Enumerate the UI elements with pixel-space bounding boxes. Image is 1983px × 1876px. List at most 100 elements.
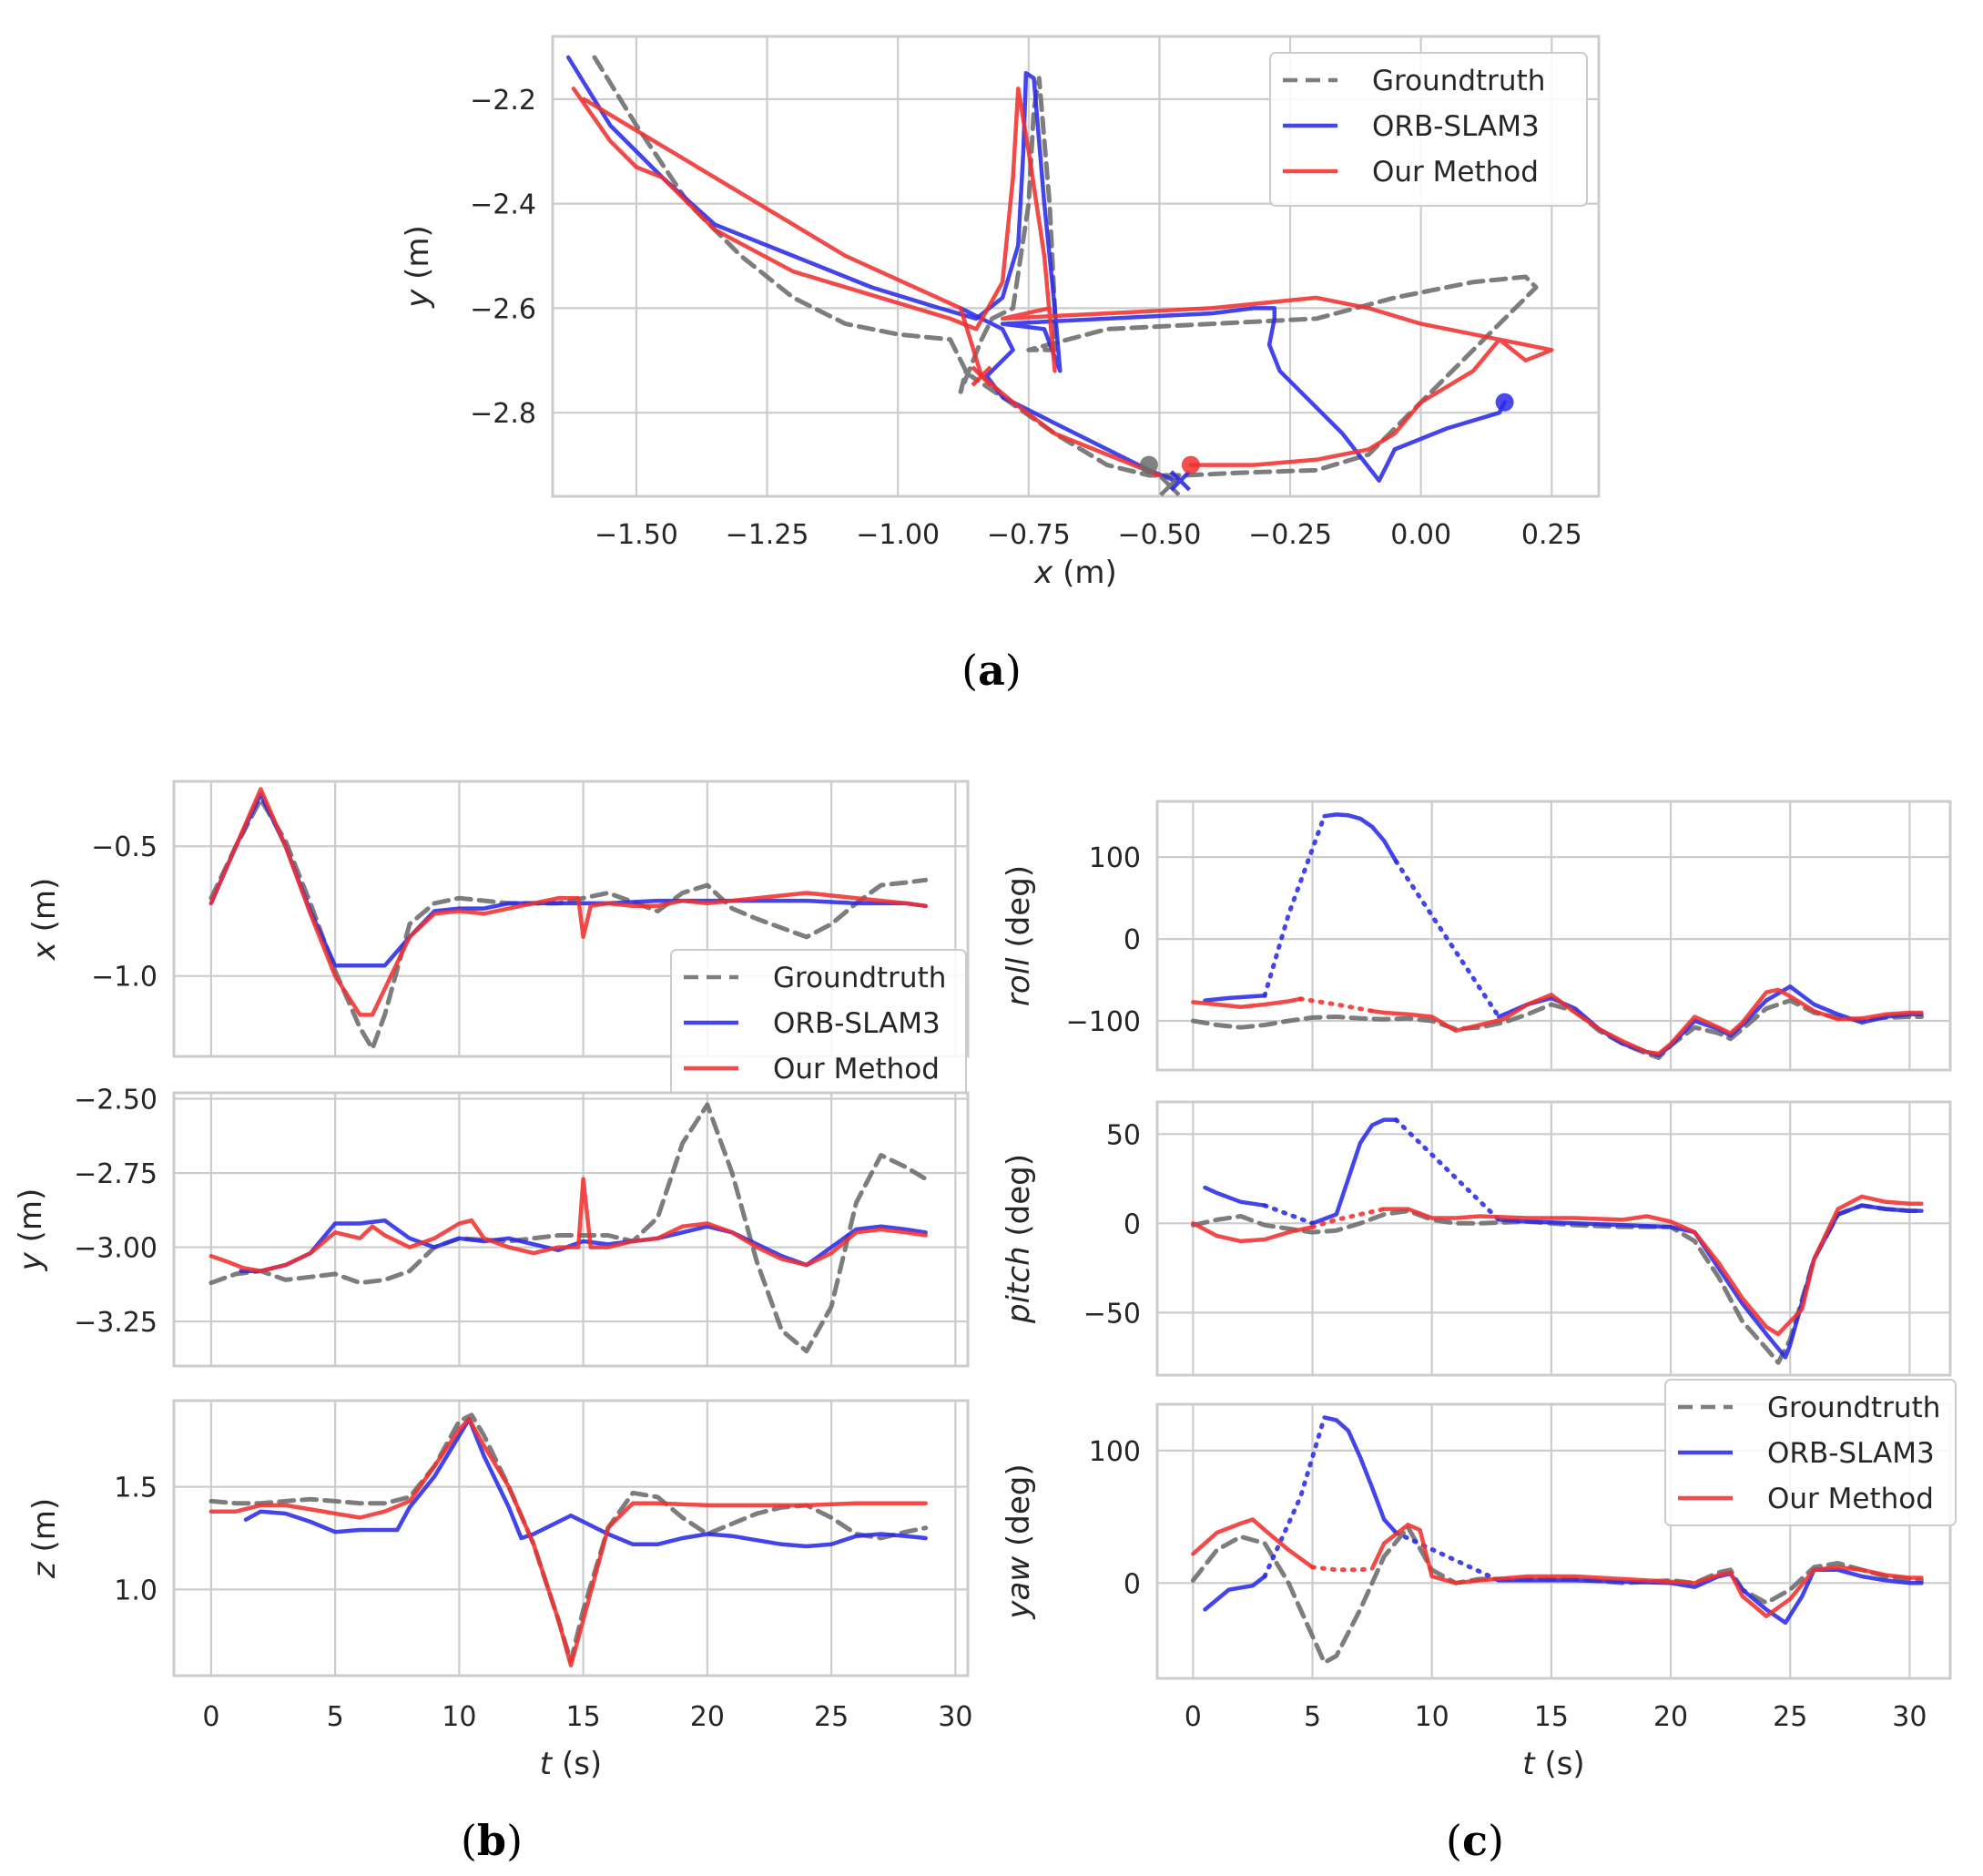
y-tick-label: 50 [1106,1119,1141,1151]
y-tick-label: −2.75 [74,1158,158,1190]
end-marker-groundtruth [1159,474,1181,497]
panel-letter-c: c [1462,1816,1488,1865]
x-tick-label: 30 [938,1701,972,1733]
series-line-our-method [208,1417,928,1667]
x-tick-label: 0 [202,1701,219,1733]
series-group [208,1412,929,1667]
legend-label-our-method: Our Method [773,1053,940,1086]
series-line-orb-slam3 [1262,1415,1327,1579]
panel-letter-a: a [978,646,1005,695]
x-tick-label: −1.25 [726,519,809,551]
axes-frame [1155,800,1952,1072]
x-tick-label: 5 [1304,1701,1321,1733]
legend-label-our-method: Our Method [1767,1483,1934,1515]
series-line-orb-slam3-return [958,306,1177,484]
legend-label-groundtruth: Groundtruth [1372,65,1545,97]
y-tick-label: 1.5 [114,1473,158,1504]
panel-letter-b: b [477,1816,506,1865]
series-line-our-method [1310,1565,1375,1573]
x-tick-label: −1.00 [856,519,940,551]
legend-label-orb-slam3: ORB-SLAM3 [1372,110,1540,143]
x-tick-label: 5 [327,1701,344,1733]
legend-label-orb-slam3: ORB-SLAM3 [773,1007,941,1040]
series-line-our-method [1191,1517,1315,1570]
series-line-our-method [1381,1194,1924,1337]
start-marker-groundtruth [1139,455,1158,474]
x-axis-label: t (s) [540,1746,602,1782]
series-line-orb-slam3 [1203,1185,1267,1208]
series-line-orb-slam3 [1322,812,1398,863]
chart-b-z: 0 5 10 15 20 25 30 1.5 1.0 [114,1399,972,1733]
series-line-groundtruth [592,55,1539,478]
x-tick-label: 25 [1773,1701,1807,1733]
y-tick-label: 0 [1124,1208,1141,1240]
series-line-orb-slam3 [1203,993,1267,1003]
y-axis-label: pitch (deg) [1001,1154,1037,1324]
series-group [1190,812,1924,1060]
legend-box [1664,1379,1957,1526]
x-tick-label: 0.00 [1390,519,1451,551]
chart-b-x: −0.5 −1.0 Groundtruth ORB-SLAM3 Our Method [91,780,970,1096]
legend: Groundtruth ORB-SLAM3 Our Method [1664,1379,1957,1526]
chart-c-pitch: 50 0 −50 [1083,1100,1952,1377]
series-line-groundtruth [208,1102,929,1354]
series-line-orb-slam3 [1496,1203,1924,1360]
y-tick-label: −1.0 [91,962,158,994]
y-tick-label: 0 [1124,924,1141,956]
x-tick-label: 25 [814,1701,849,1733]
series-line-orb-slam3 [1262,1203,1315,1226]
series-line-our-method [1310,1207,1387,1229]
series-line-orb-slam3 [243,1417,928,1549]
start-marker-orb-slam3 [1495,393,1514,412]
series-line-our-method [1191,996,1303,1009]
y-axis-label: z (m) [26,1498,63,1579]
axes-frame [172,1399,970,1677]
y-tick-label: 100 [1089,1436,1141,1468]
x-axis-label: x (m) [1033,555,1117,591]
series-group [1190,1117,1924,1365]
series-line-our-method [1369,987,1924,1056]
series-line-orb-slam3 [1393,859,1501,1019]
series-line-orb-slam3 [1393,1530,1501,1583]
chart-c-roll: 100 0 −100 [1066,800,1952,1072]
x-tick-label: −0.50 [1117,519,1201,551]
y-axis-label: yaw (deg) [1001,1463,1037,1619]
panel-label-a: (a) [961,646,1022,695]
series-group [1190,1415,1924,1666]
y-tick-label: 1.0 [114,1575,158,1606]
y-tick-label: −3.25 [74,1307,158,1339]
y-axis-label: y (m) [400,225,436,309]
end-marker-orb-slam3 [1169,470,1191,492]
series-line-orb-slam3 [1322,1415,1398,1535]
series-line-orb-slam3 [1393,1117,1501,1222]
x-tick-label: 15 [566,1701,601,1733]
y-tick-label: −2.6 [470,293,536,325]
x-tick-label: −0.75 [987,519,1071,551]
legend: Groundtruth ORB-SLAM3 Our Method [1269,52,1588,207]
series-line-our-method [208,1177,928,1273]
legend-label-groundtruth: Groundtruth [1767,1392,1940,1424]
series-group [208,787,929,1051]
legend-box [1269,52,1588,207]
chart-c-yaw: 0 5 10 15 20 25 30 100 0 Groundtruth ORB-SLAM3 Our … [1089,1379,1957,1733]
legend-label-our-method: Our Method [1372,156,1539,189]
x-tick-label: 10 [1415,1701,1449,1733]
x-tick-label: −0.25 [1248,519,1332,551]
end-marker-our-method [971,365,992,387]
start-marker-our-method [1181,455,1200,474]
y-tick-label: −100 [1066,1006,1141,1038]
x-tick-label: 0.25 [1521,519,1582,551]
series-line-our-method [1369,1523,1924,1618]
x-tick-label: 30 [1892,1701,1927,1733]
axes-frame [1155,1100,1952,1377]
series-line-orb-slam3 [1310,1117,1398,1226]
legend-label-groundtruth: Groundtruth [773,962,946,994]
x-tick-label: 15 [1534,1701,1569,1733]
series-line-our-method [1191,1221,1315,1244]
series-line-our-method [208,787,928,1017]
series-line-orb-slam3 [1203,1574,1267,1612]
y-tick-label: 0 [1124,1568,1141,1600]
y-tick-label: −0.5 [91,831,158,863]
y-tick-label: −2.8 [470,398,536,430]
